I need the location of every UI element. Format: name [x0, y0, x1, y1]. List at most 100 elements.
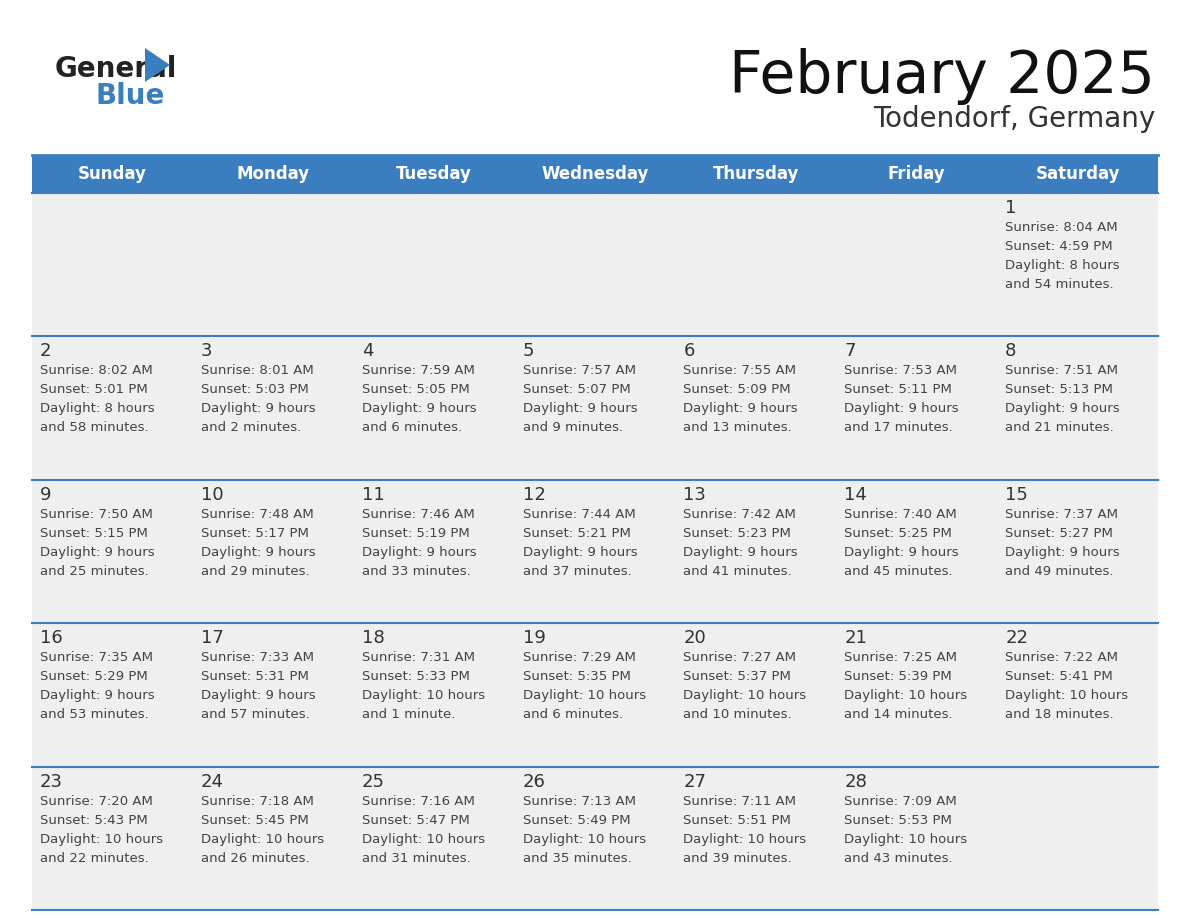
Text: and 14 minutes.: and 14 minutes.	[845, 708, 953, 722]
Bar	[676, 336, 836, 480]
Text: Sunrise: 7:50 AM: Sunrise: 7:50 AM	[40, 508, 153, 521]
Text: Daylight: 9 hours: Daylight: 9 hours	[523, 546, 637, 559]
Text: Daylight: 9 hours: Daylight: 9 hours	[1005, 402, 1120, 416]
Text: Daylight: 9 hours: Daylight: 9 hours	[201, 402, 316, 416]
Text: 16: 16	[40, 629, 63, 647]
Text: 9: 9	[40, 486, 51, 504]
Text: 6: 6	[683, 342, 695, 361]
Bar	[997, 480, 1158, 623]
Text: Sunset: 5:13 PM: Sunset: 5:13 PM	[1005, 384, 1113, 397]
Text: Sunrise: 7:18 AM: Sunrise: 7:18 AM	[201, 795, 314, 808]
Text: Daylight: 9 hours: Daylight: 9 hours	[683, 546, 798, 559]
Text: Daylight: 9 hours: Daylight: 9 hours	[683, 402, 798, 416]
Text: Sunrise: 7:51 AM: Sunrise: 7:51 AM	[1005, 364, 1118, 377]
Bar	[836, 336, 997, 480]
Bar	[997, 193, 1158, 336]
Text: Sunset: 5:09 PM: Sunset: 5:09 PM	[683, 384, 791, 397]
Bar	[32, 480, 192, 623]
Text: 13: 13	[683, 486, 707, 504]
Text: Sunset: 5:29 PM: Sunset: 5:29 PM	[40, 670, 147, 683]
Text: Sunset: 5:17 PM: Sunset: 5:17 PM	[201, 527, 309, 540]
Text: and 18 minutes.: and 18 minutes.	[1005, 708, 1114, 722]
Text: 20: 20	[683, 629, 706, 647]
Bar	[514, 155, 676, 193]
Text: 28: 28	[845, 773, 867, 790]
Text: Daylight: 8 hours: Daylight: 8 hours	[1005, 259, 1120, 272]
Text: and 1 minute.: and 1 minute.	[361, 708, 455, 722]
Text: Sunrise: 7:48 AM: Sunrise: 7:48 AM	[201, 508, 314, 521]
Text: Sunrise: 7:53 AM: Sunrise: 7:53 AM	[845, 364, 958, 377]
Text: Monday: Monday	[236, 165, 310, 183]
Bar	[192, 480, 354, 623]
Text: and 6 minutes.: and 6 minutes.	[523, 708, 623, 722]
Text: 22: 22	[1005, 629, 1028, 647]
Text: Sunset: 5:03 PM: Sunset: 5:03 PM	[201, 384, 309, 397]
Text: Sunrise: 7:59 AM: Sunrise: 7:59 AM	[361, 364, 474, 377]
Text: Thursday: Thursday	[713, 165, 800, 183]
Bar	[514, 193, 676, 336]
Text: Blue: Blue	[95, 82, 164, 110]
Text: Sunrise: 7:55 AM: Sunrise: 7:55 AM	[683, 364, 796, 377]
Text: 21: 21	[845, 629, 867, 647]
Bar	[676, 193, 836, 336]
Text: 5: 5	[523, 342, 535, 361]
Text: February 2025: February 2025	[729, 48, 1155, 105]
Text: 17: 17	[201, 629, 223, 647]
Text: Sunrise: 7:40 AM: Sunrise: 7:40 AM	[845, 508, 958, 521]
Text: Sunrise: 7:33 AM: Sunrise: 7:33 AM	[201, 651, 314, 665]
Text: and 53 minutes.: and 53 minutes.	[40, 708, 148, 722]
Text: and 21 minutes.: and 21 minutes.	[1005, 421, 1114, 434]
Bar	[354, 193, 514, 336]
Text: Sunrise: 7:35 AM: Sunrise: 7:35 AM	[40, 651, 153, 665]
Text: Sunrise: 7:29 AM: Sunrise: 7:29 AM	[523, 651, 636, 665]
Text: 7: 7	[845, 342, 855, 361]
Bar	[676, 480, 836, 623]
Text: 2: 2	[40, 342, 51, 361]
Text: and 13 minutes.: and 13 minutes.	[683, 421, 792, 434]
Text: Sunset: 5:05 PM: Sunset: 5:05 PM	[361, 384, 469, 397]
Text: Sunset: 5:23 PM: Sunset: 5:23 PM	[683, 527, 791, 540]
Text: Sunset: 5:11 PM: Sunset: 5:11 PM	[845, 384, 952, 397]
Bar	[354, 767, 514, 910]
Bar	[514, 767, 676, 910]
Bar	[354, 336, 514, 480]
Bar	[514, 336, 676, 480]
Text: Sunset: 5:53 PM: Sunset: 5:53 PM	[845, 813, 952, 826]
Text: Sunrise: 8:02 AM: Sunrise: 8:02 AM	[40, 364, 153, 377]
Text: Sunset: 5:25 PM: Sunset: 5:25 PM	[845, 527, 952, 540]
Text: Sunrise: 7:25 AM: Sunrise: 7:25 AM	[845, 651, 958, 665]
Text: Daylight: 8 hours: Daylight: 8 hours	[40, 402, 154, 416]
Text: Daylight: 9 hours: Daylight: 9 hours	[845, 402, 959, 416]
Text: Sunset: 5:15 PM: Sunset: 5:15 PM	[40, 527, 147, 540]
Text: Sunrise: 7:11 AM: Sunrise: 7:11 AM	[683, 795, 796, 808]
Text: Sunset: 4:59 PM: Sunset: 4:59 PM	[1005, 240, 1113, 253]
Text: Daylight: 9 hours: Daylight: 9 hours	[361, 402, 476, 416]
Bar	[192, 623, 354, 767]
Text: and 6 minutes.: and 6 minutes.	[361, 421, 462, 434]
Text: Sunrise: 7:42 AM: Sunrise: 7:42 AM	[683, 508, 796, 521]
Text: Tuesday: Tuesday	[397, 165, 472, 183]
Text: Todendorf, Germany: Todendorf, Germany	[873, 105, 1155, 133]
Bar	[997, 767, 1158, 910]
Text: Daylight: 10 hours: Daylight: 10 hours	[845, 689, 967, 702]
Text: and 39 minutes.: and 39 minutes.	[683, 852, 792, 865]
Text: Sunrise: 7:13 AM: Sunrise: 7:13 AM	[523, 795, 636, 808]
Bar	[192, 767, 354, 910]
Text: Daylight: 10 hours: Daylight: 10 hours	[683, 833, 807, 845]
Text: and 37 minutes.: and 37 minutes.	[523, 565, 631, 577]
Text: Sunrise: 7:57 AM: Sunrise: 7:57 AM	[523, 364, 636, 377]
Text: Sunset: 5:51 PM: Sunset: 5:51 PM	[683, 813, 791, 826]
Text: 14: 14	[845, 486, 867, 504]
Text: 8: 8	[1005, 342, 1017, 361]
Bar	[354, 480, 514, 623]
Text: Sunrise: 7:09 AM: Sunrise: 7:09 AM	[845, 795, 958, 808]
Text: and 17 minutes.: and 17 minutes.	[845, 421, 953, 434]
Text: Sunrise: 7:22 AM: Sunrise: 7:22 AM	[1005, 651, 1118, 665]
Text: Sunset: 5:01 PM: Sunset: 5:01 PM	[40, 384, 147, 397]
Bar	[676, 155, 836, 193]
Text: Daylight: 9 hours: Daylight: 9 hours	[361, 546, 476, 559]
Bar	[997, 623, 1158, 767]
Text: Sunrise: 8:01 AM: Sunrise: 8:01 AM	[201, 364, 314, 377]
Bar	[354, 623, 514, 767]
Bar	[192, 155, 354, 193]
